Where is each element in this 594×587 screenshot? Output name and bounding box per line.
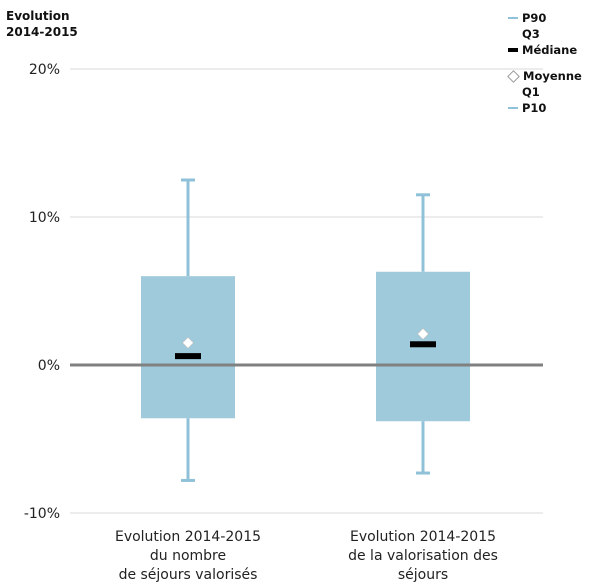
mean-marker bbox=[182, 336, 194, 349]
y-tick-label: 20% bbox=[29, 62, 60, 78]
x-category-label: de la valorisation des bbox=[348, 548, 498, 564]
x-category-label: de séjours valorisés bbox=[119, 567, 258, 583]
legend-label-p90: P90 bbox=[522, 11, 547, 25]
median-marker bbox=[175, 353, 201, 360]
y-tick-label: 0% bbox=[38, 358, 60, 374]
legend-item-p90: P90 bbox=[508, 10, 582, 26]
y-axis-title-line-2: 2014-2015 bbox=[6, 25, 78, 39]
x-category-label: du nombre bbox=[150, 548, 226, 564]
legend-line-icon bbox=[508, 17, 518, 19]
legend-item-mediane: Médiane bbox=[508, 42, 582, 58]
legend-line-icon bbox=[508, 107, 518, 109]
legend-median-icon bbox=[508, 48, 518, 52]
legend-label-moyenne: Moyenne bbox=[523, 69, 582, 83]
y-axis-title: Evolution 2014-2015 bbox=[6, 8, 78, 40]
legend-diamond-icon bbox=[507, 69, 520, 83]
legend-label-p10: P10 bbox=[522, 101, 547, 115]
legend-label-q3: Q3 bbox=[522, 27, 540, 41]
legend-item-moyenne: Moyenne bbox=[507, 68, 582, 84]
legend-item-q1: Q1 bbox=[508, 84, 582, 100]
median-marker bbox=[410, 341, 436, 348]
legend-item-p10: P10 bbox=[508, 100, 582, 116]
legend: P90 Q3 Médiane Moyenne Q1 P10 bbox=[507, 10, 582, 116]
mean-marker bbox=[417, 327, 429, 340]
x-category-label: séjours bbox=[398, 567, 448, 583]
legend-label-mediane: Médiane bbox=[522, 43, 578, 57]
x-category-label: Evolution 2014-2015 bbox=[115, 529, 261, 545]
x-category-label: Evolution 2014-2015 bbox=[350, 529, 496, 545]
y-tick-label: -10% bbox=[24, 506, 60, 522]
legend-label-q1: Q1 bbox=[522, 85, 540, 99]
y-axis-title-line-1: Evolution bbox=[6, 9, 70, 23]
y-tick-label: 10% bbox=[29, 210, 60, 226]
legend-item-q3: Q3 bbox=[508, 26, 582, 42]
